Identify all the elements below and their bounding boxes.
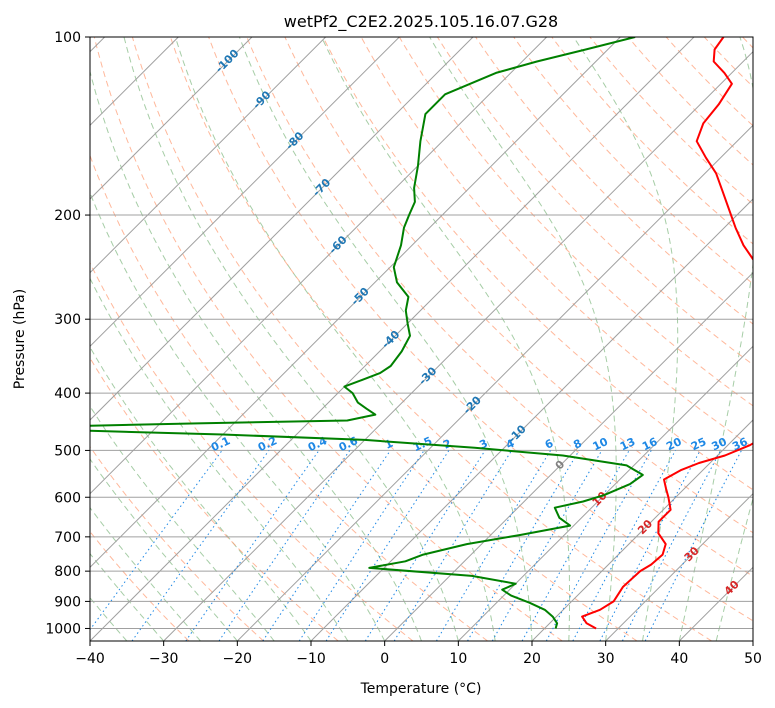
mixing-ratio-label: 10 [591,435,611,453]
moist-adiabat-line [573,37,679,641]
y-tick-label: 100 [54,30,81,46]
moist-adiabat-line [429,37,617,641]
y-tick-label: 900 [54,594,81,610]
chart-title: wetPf2_C2E2.2025.105.16.07.G28 [284,12,558,32]
moist-adiabat-line [715,496,753,641]
moist-adiabat-line [90,597,128,641]
mixing-ratio-lines [90,450,742,641]
dry-adiabat-line [398,37,753,407]
moist-adiabat-line [123,37,459,641]
sounding-series [90,37,753,630]
y-tick-label: 1000 [45,621,81,637]
x-tick-label: 40 [670,651,688,667]
dry-adiabat-line [90,445,264,641]
moist-adiabat-line [90,506,201,641]
mixing-ratio-line [435,450,552,641]
dry-adiabat-line [93,37,563,641]
mixing-ratio-line [572,450,676,641]
isotherm-line [90,37,253,200]
mixing-ratio-label: 16 [640,435,660,453]
dry-adiabat-line [246,37,753,577]
isotherm-line [163,50,753,641]
mixing-ratio-label: 20 [664,435,684,453]
dry-adiabat-line [208,37,753,622]
moist-adiabat-line [238,37,533,641]
isotherm-line [605,492,753,641]
moist-adiabat-line [90,405,275,641]
x-tick-label: 10 [449,651,467,667]
isotherm-line [457,345,753,641]
moist-adiabat-line [321,37,571,641]
dry-adiabat-line [90,261,414,641]
isotherm-line [90,37,548,495]
dry-adiabat-line [627,37,753,166]
mixing-ratio-label: 25 [689,435,708,453]
dry-adiabat-line [475,37,753,325]
y-axis-label: Pressure (hPa) [12,289,28,389]
x-axis-label: Temperature (°C) [360,681,482,697]
x-tick-label: −30 [149,651,179,667]
mixing-ratio-line [325,450,450,641]
y-tick-label: 500 [54,443,81,459]
x-tick-label: 0 [380,651,389,667]
isotherm-line [90,37,621,569]
x-axis: −40 −30 −20 −10 0 10 20 30 40 50 [75,641,762,667]
moist-adiabat-line [90,552,165,641]
mixing-ratio-line [298,450,425,641]
dry-adiabat-line [131,37,638,641]
dry-adiabat-line [513,37,753,285]
mixing-ratio-line [467,450,580,641]
y-tick-label: 300 [54,312,81,328]
isotherm-line [236,124,753,641]
mixing-ratio-label: 30 [710,435,730,453]
isotherm-line [90,37,400,348]
y-tick-label: 800 [54,564,81,580]
mixing-ratio-line [393,450,513,641]
mixing-ratio-label: 36 [730,435,750,453]
moist-adiabat-line [90,69,422,641]
y-tick-label: 700 [54,530,81,546]
moist-adiabat-line [90,277,349,641]
temperature-line [581,37,753,630]
moist-adiabat-line [678,37,753,641]
mixing-ratio-line [185,450,320,641]
y-tick-label: 400 [54,386,81,402]
isotherm-line [90,37,327,274]
plot-frame [89,36,754,642]
mixing-ratio-line [364,450,486,641]
x-tick-label: −10 [296,651,326,667]
y-axis: 100 200 300 400 500 600 700 800 900 1000 [45,30,90,637]
mixing-ratio-line [521,450,630,641]
mixing-ratio-label: 13 [618,435,637,453]
moist-adiabat-line [90,191,386,641]
y-tick-label: 600 [54,490,81,506]
isotherm-line [90,37,474,421]
plot-area: 0.1 0.2 0.4 0.6 1 1.5 2 3 4 6 8 10 13 16 20 25 30 36-100-… [90,37,753,641]
isotherm-line [90,37,695,641]
mixing-ratio-line [131,450,270,641]
dewpoint-line [90,37,644,629]
x-tick-label: −20 [223,651,253,667]
moist-adiabat-line [90,458,238,641]
isotherm-line [531,419,753,641]
mixing-ratio-line [491,450,603,641]
mixing-ratio-line [90,450,223,631]
x-tick-label: 30 [597,651,615,667]
isotherm-line [310,198,753,641]
dry-adiabat-line [322,37,753,491]
x-tick-label: −40 [75,651,105,667]
moist-adiabat-line [174,37,496,641]
isotherms [90,37,753,641]
x-tick-label: 50 [744,651,762,667]
x-tick-label: 20 [523,651,541,667]
y-tick-label: 200 [54,208,81,224]
